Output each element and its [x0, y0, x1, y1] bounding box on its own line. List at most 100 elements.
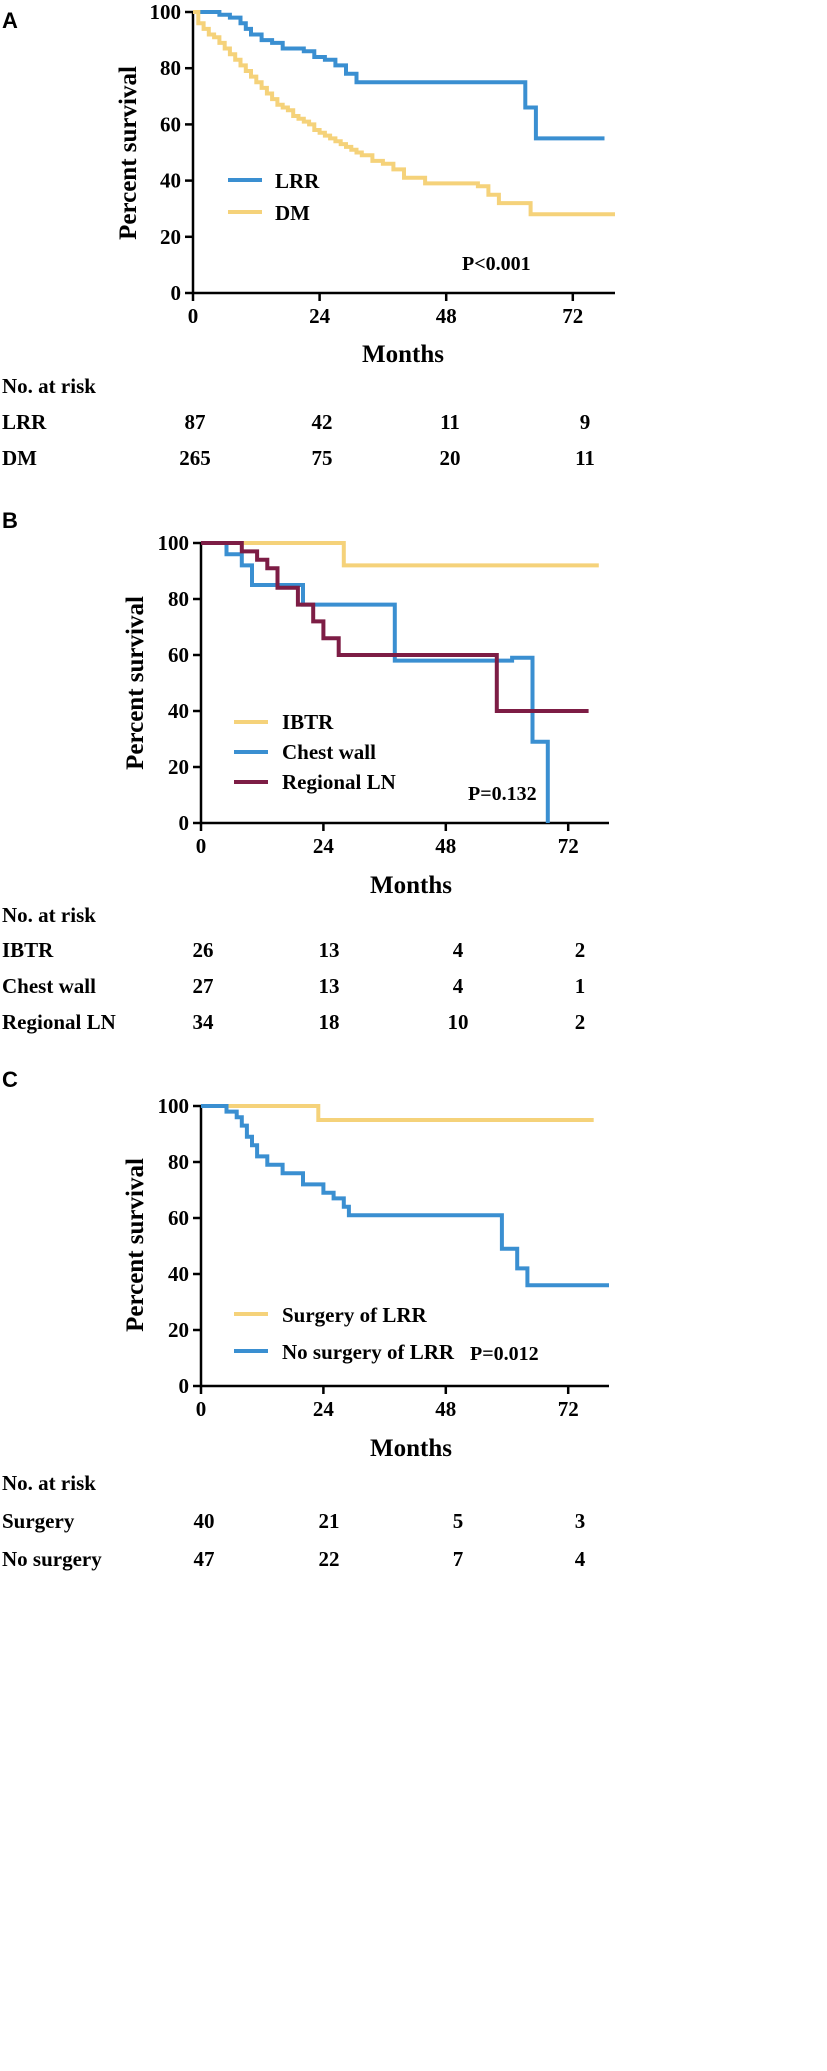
panel-a-risk-cell: 11	[575, 446, 595, 470]
panel-b-x-axis-title: Months	[370, 872, 452, 899]
panel-b-x-tick-label: 72	[558, 834, 579, 858]
panel-a-legend-label-lrr: LRR	[275, 169, 320, 193]
panel-a: A Percent survival Months 0 20 40 60 80 100 0 2…	[2, 0, 615, 470]
panel-b-legend-label-regional-ln: Regional LN	[282, 770, 396, 794]
panel-c-risk-cell: 22	[319, 1547, 340, 1571]
panel-a-risk-header: No. at risk	[2, 374, 96, 398]
panel-b-label: B	[2, 508, 18, 533]
panel-a-ticks: 0 20 40 60 80 100 0 24 48 72	[150, 0, 615, 328]
panel-c-risk-table: No. at risk Surgery 40 21 5 3 No surgery…	[2, 1471, 586, 1571]
panel-b-legend-label-chest-wall: Chest wall	[282, 740, 376, 764]
panel-a-risk-cell: 75	[312, 446, 333, 470]
panel-c-x-tick-label: 72	[558, 1397, 579, 1421]
panel-c-series	[201, 1104, 609, 1288]
panel-b-y-tick-label: 40	[168, 699, 189, 723]
panel-c-risk-cell: 40	[194, 1509, 215, 1533]
panel-a-x-axis-title: Months	[362, 341, 444, 368]
panel-a-y-tick-label: 20	[160, 225, 181, 249]
panel-a-legend: LRR DM	[228, 169, 320, 225]
panel-a-y-tick-label: 0	[171, 281, 182, 305]
panel-b-y-tick-label: 80	[168, 587, 189, 611]
panel-b-y-tick-label: 100	[158, 531, 190, 555]
panel-b-x-tick-label: 24	[313, 834, 335, 858]
panel-c-risk-cell: 7	[453, 1547, 464, 1571]
panel-b: B Percent survival Months 0 20 40 60 80 100 0 2…	[2, 508, 609, 1034]
panel-a-risk-cell: 11	[440, 410, 460, 434]
panel-b-risk-cell: 18	[319, 1010, 340, 1034]
panel-b-p-value: P=0.132	[468, 783, 537, 805]
panel-b-y-tick-label: 20	[168, 755, 189, 779]
panel-c-legend-label-no-surgery: No surgery of LRR	[282, 1340, 455, 1364]
panel-c-y-axis-title: Percent survival	[122, 1158, 149, 1332]
panel-b-series	[201, 541, 599, 823]
panel-b-ticks: 0 20 40 60 80 100 0 24 48 72	[158, 531, 609, 858]
panel-c-x-tick-label: 48	[435, 1397, 456, 1421]
panel-c-risk-cell: 3	[575, 1509, 586, 1533]
panel-b-risk-cell: 26	[193, 938, 214, 962]
panel-a-p-value: P<0.001	[462, 253, 531, 275]
panel-b-risk-header: No. at risk	[2, 903, 96, 927]
panel-a-y-tick-label: 80	[160, 56, 181, 80]
panel-c-legend: Surgery of LRR No surgery of LRR	[234, 1303, 455, 1364]
panel-c-risk-cell: 21	[319, 1509, 340, 1533]
panel-b-risk-cell: 34	[193, 1010, 215, 1034]
panel-b-risk-cell: 10	[448, 1010, 469, 1034]
panel-c-risk-row-label: No surgery	[2, 1547, 102, 1571]
panel-a-x-tick-label: 0	[188, 304, 199, 328]
panel-c-risk-cell: 47	[194, 1547, 215, 1571]
panel-c-y-tick-label: 80	[168, 1150, 189, 1174]
panel-b-risk-cell: 2	[575, 938, 586, 962]
panel-b-risk-row-label: Chest wall	[2, 974, 96, 998]
panel-c-risk-header: No. at risk	[2, 1471, 96, 1495]
panel-b-legend: IBTR Chest wall Regional LN	[234, 710, 396, 794]
panel-b-risk-cell: 13	[319, 938, 340, 962]
panel-c-risk-cell: 4	[575, 1547, 586, 1571]
panel-c-x-tick-label: 24	[313, 1397, 335, 1421]
panel-c-y-tick-label: 40	[168, 1262, 189, 1286]
panel-a-risk-cell: 9	[580, 410, 591, 434]
panel-a-y-tick-label: 60	[160, 112, 181, 136]
panel-a-risk-cell: 42	[312, 410, 333, 434]
panel-a-x-tick-label: 24	[309, 304, 331, 328]
panel-c-p-value: P=0.012	[470, 1343, 539, 1365]
panel-b-risk-cell: 4	[453, 938, 464, 962]
panel-a-series-dm	[193, 10, 615, 217]
panel-c-y-tick-label: 100	[158, 1094, 190, 1118]
panel-c: C Percent survival Months 0 20 40 60 80 100 0 2…	[2, 1067, 609, 1571]
panel-b-x-tick-label: 48	[435, 834, 456, 858]
panel-c-x-tick-label: 0	[196, 1397, 207, 1421]
panel-b-risk-row-label: Regional LN	[2, 1010, 116, 1034]
panel-a-y-tick-label: 40	[160, 169, 181, 193]
panel-c-legend-label-surgery: Surgery of LRR	[282, 1303, 427, 1327]
panel-c-label: C	[2, 1067, 18, 1092]
panel-a-label: A	[2, 8, 18, 33]
panel-b-risk-cell: 27	[193, 974, 214, 998]
panel-a-risk-row-label: DM	[2, 446, 37, 470]
panel-b-risk-cell: 2	[575, 1010, 586, 1034]
panel-a-x-tick-label: 72	[562, 304, 583, 328]
panel-a-risk-row-label: LRR	[2, 410, 47, 434]
panel-a-y-axis-title: Percent survival	[115, 66, 142, 240]
panel-b-legend-label-ibtr: IBTR	[282, 710, 334, 734]
panel-b-risk-cell: 1	[575, 974, 586, 998]
panel-c-x-axis-title: Months	[370, 1435, 452, 1462]
panel-b-risk-table: No. at risk IBTR 26 13 4 2 Chest wall 27…	[2, 903, 585, 1034]
panel-b-y-tick-label: 60	[168, 643, 189, 667]
panel-b-risk-row-label: IBTR	[2, 938, 54, 962]
panel-c-y-tick-label: 60	[168, 1206, 189, 1230]
panel-a-series	[193, 10, 615, 217]
panel-c-series-no-surgery-of-lrr	[201, 1104, 609, 1288]
panel-c-risk-row-label: Surgery	[2, 1509, 75, 1533]
panel-c-risk-cell: 5	[453, 1509, 464, 1533]
panel-b-risk-cell: 4	[453, 974, 464, 998]
panel-a-risk-cell: 265	[179, 446, 211, 470]
panel-b-y-tick-label: 0	[179, 811, 190, 835]
panel-a-risk-table: No. at risk LRR 87 42 11 9 DM 265 75 20 …	[2, 374, 595, 470]
panel-c-ticks: 0 20 40 60 80 100 0 24 48 72	[158, 1094, 609, 1421]
panel-c-y-tick-label: 20	[168, 1318, 189, 1342]
panel-a-y-tick-label: 100	[150, 0, 182, 24]
panel-b-series-regional-ln	[201, 541, 589, 713]
panel-b-x-tick-label: 0	[196, 834, 207, 858]
panel-a-risk-cell: 20	[440, 446, 461, 470]
